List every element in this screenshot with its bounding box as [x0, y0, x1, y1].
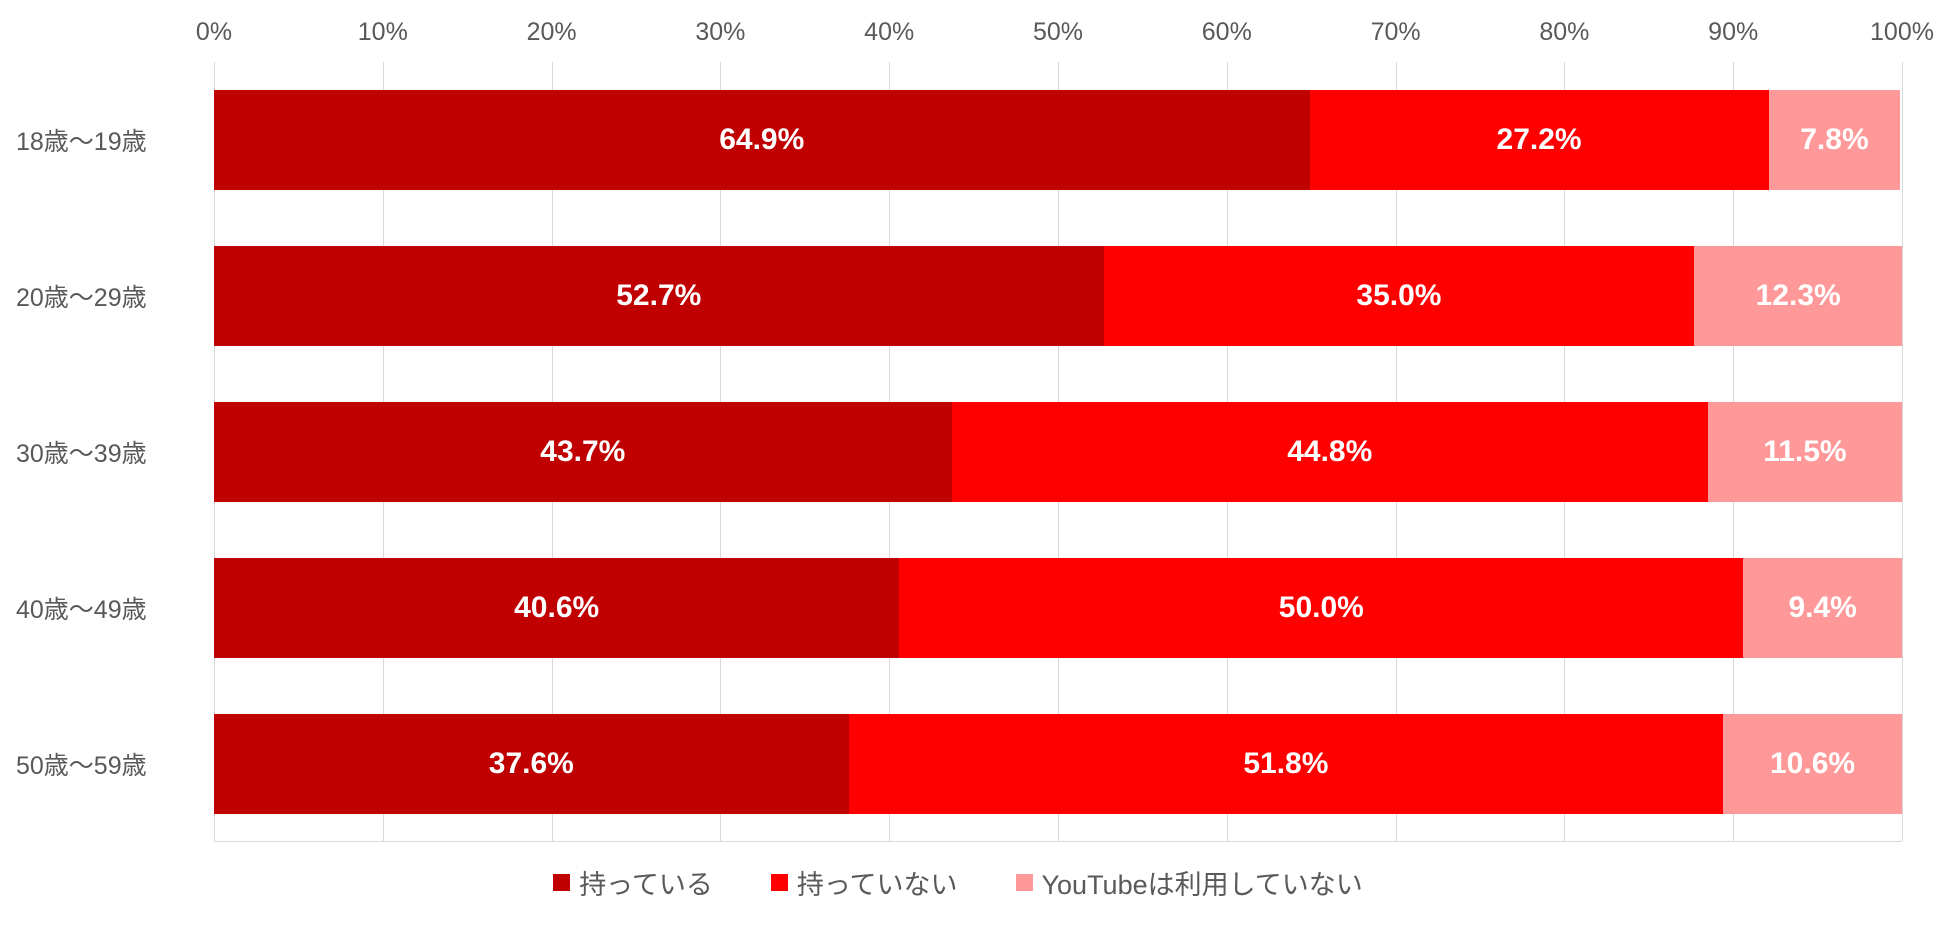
bar-segment: 44.8%: [951, 402, 1708, 502]
legend-label: 持っていない: [796, 869, 958, 900]
x-axis-tick: 40%: [864, 18, 915, 46]
gridline: [1902, 62, 1903, 841]
rows: 18歳〜19歳 64.9% 27.2% 7.8% 20歳〜29歳 52.7% 35.0% 12…: [14, 62, 1902, 842]
bar-segment: 40.6%: [214, 558, 900, 658]
bar-segment: 64.9%: [214, 90, 1310, 190]
category-label: 40歳〜49歳: [16, 596, 147, 624]
segment-value-label: 7.8%: [1800, 123, 1869, 156]
segment-value-label: 52.7%: [616, 279, 702, 312]
category-label: 50歳〜59歳: [16, 752, 147, 780]
x-axis-tick: 80%: [1539, 18, 1590, 46]
segment-value-label: 64.9%: [719, 123, 805, 156]
segment-value-label: 27.2%: [1496, 123, 1582, 156]
x-axis: 0% 10% 20% 30% 40% 50% 60% 70% 80% 90% 100%: [196, 14, 1934, 62]
x-axis-tick: 30%: [695, 18, 746, 46]
plot-area: 18歳〜19歳 64.9% 27.2% 7.8% 20歳〜29歳 52.7% 35.0% 12…: [14, 62, 1903, 842]
bar-segment: 52.7%: [214, 246, 1104, 346]
category-label: 18歳〜19歳: [16, 128, 147, 156]
bar-segment: 27.2%: [1309, 90, 1769, 190]
bar-segment: 43.7%: [214, 402, 952, 502]
bar-segment: 11.5%: [1707, 402, 1902, 502]
chart-row: 18歳〜19歳 64.9% 27.2% 7.8%: [14, 62, 1902, 218]
segment-value-label: 51.8%: [1243, 747, 1329, 780]
legend: 持っている 持っていない YouTubeは利用していない: [14, 850, 1902, 914]
segment-value-label: 43.7%: [540, 435, 626, 468]
x-axis-tick: 20%: [526, 18, 577, 46]
segment-value-label: 40.6%: [514, 591, 600, 624]
segment-value-label: 11.5%: [1763, 435, 1847, 468]
legend-swatch-icon: [1015, 873, 1033, 891]
bar-track: 37.6% 51.8% 10.6%: [214, 714, 1902, 814]
legend-label: YouTubeは利用していない: [1041, 869, 1363, 900]
legend-item: YouTubeは利用していない: [1015, 863, 1363, 902]
bar-track: 64.9% 27.2% 7.8%: [214, 90, 1902, 190]
x-axis-tick: 10%: [357, 18, 408, 46]
segment-value-label: 9.4%: [1788, 591, 1857, 624]
legend-swatch-icon: [553, 873, 571, 891]
x-axis-tick: 0%: [195, 18, 233, 46]
legend-item: 持っていない: [770, 863, 958, 902]
legend-swatch-icon: [770, 873, 788, 891]
x-axis-tick: 70%: [1370, 18, 1421, 46]
legend-label: 持っている: [579, 869, 713, 900]
bar-segment: 35.0%: [1103, 246, 1695, 346]
x-axis-tick: 50%: [1032, 18, 1084, 46]
category-label: 20歳〜29歳: [16, 284, 147, 312]
bar-track: 52.7% 35.0% 12.3%: [214, 246, 1902, 346]
x-axis-tick: 60%: [1201, 18, 1252, 46]
chart-row: 40歳〜49歳 40.6% 50.0% 9.4%: [14, 530, 1902, 686]
segment-value-label: 35.0%: [1356, 279, 1442, 312]
bar-segment: 50.0%: [899, 558, 1744, 658]
x-axis-tick: 100%: [1870, 18, 1934, 46]
bar-segment: 12.3%: [1694, 246, 1902, 346]
legend-item: 持っている: [553, 863, 713, 902]
chart-row: 50歳〜59歳 37.6% 51.8% 10.6%: [14, 686, 1902, 842]
segment-value-label: 50.0%: [1278, 591, 1364, 624]
bar-segment: 10.6%: [1723, 714, 1902, 814]
bar-segment: 9.4%: [1743, 558, 1902, 658]
category-label: 30歳〜39歳: [16, 440, 147, 468]
chart-row: 30歳〜39歳 43.7% 44.8% 11.5%: [14, 374, 1902, 530]
x-axis-tick: 90%: [1708, 18, 1759, 46]
chart-row: 20歳〜29歳 52.7% 35.0% 12.3%: [14, 218, 1902, 374]
bar-track: 43.7% 44.8% 11.5%: [214, 402, 1902, 502]
segment-value-label: 12.3%: [1755, 279, 1841, 312]
bar-segment: 37.6%: [214, 714, 849, 814]
segment-value-label: 37.6%: [488, 747, 574, 780]
segment-value-label: 44.8%: [1287, 435, 1373, 468]
segment-value-label: 10.6%: [1769, 747, 1856, 780]
bar-segment: 51.8%: [848, 714, 1724, 814]
bar-segment: 7.8%: [1768, 90, 1901, 190]
bar-track: 40.6% 50.0% 9.4%: [214, 558, 1902, 658]
